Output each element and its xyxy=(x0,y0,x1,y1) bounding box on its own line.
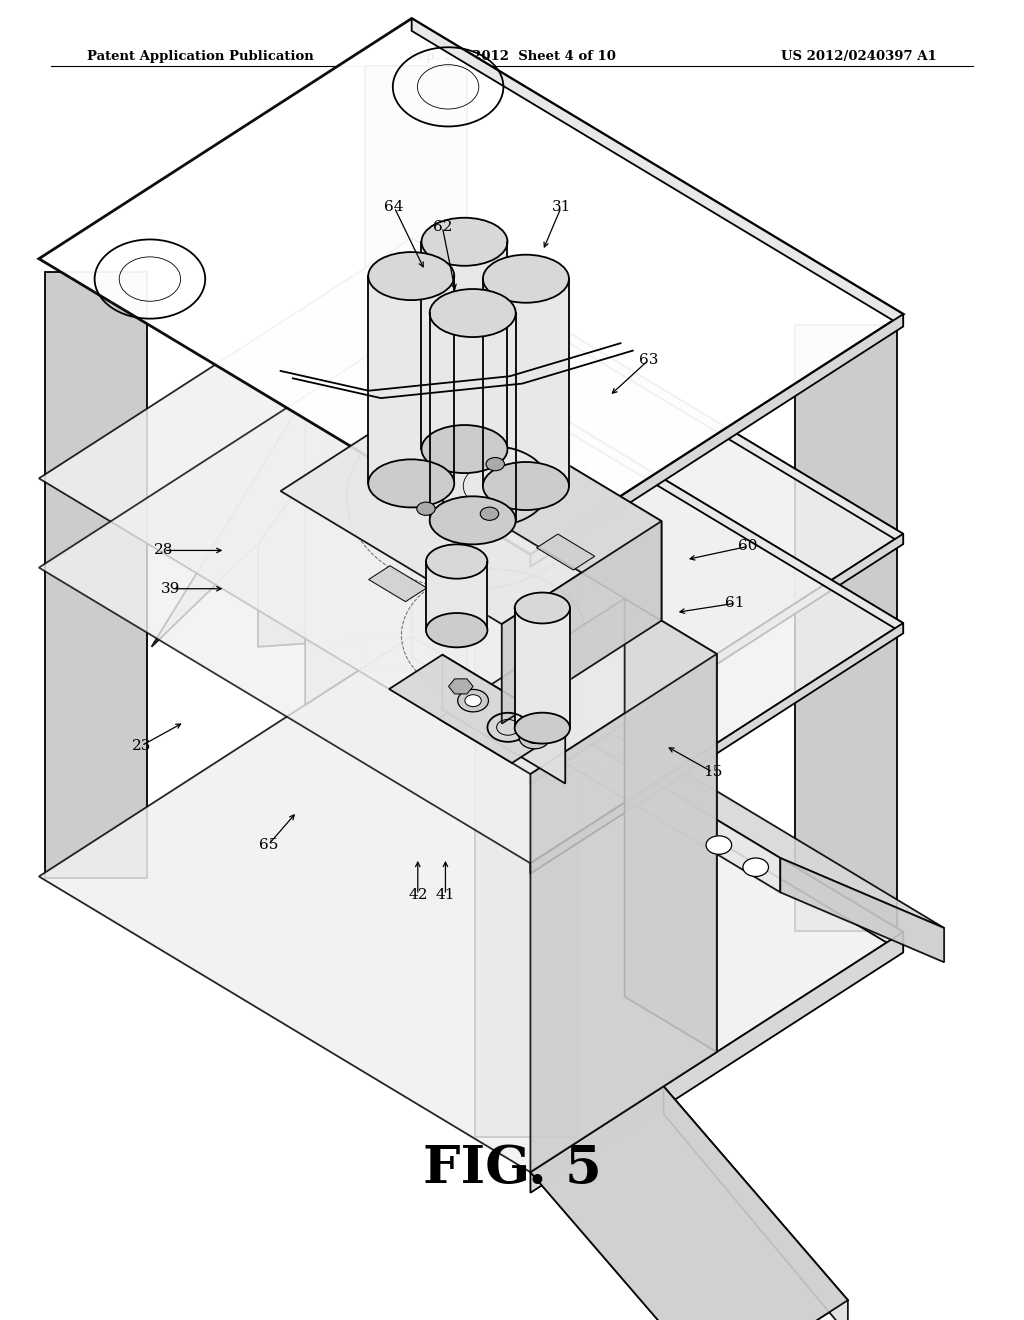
Polygon shape xyxy=(369,276,455,483)
Polygon shape xyxy=(281,388,662,624)
Polygon shape xyxy=(530,1086,848,1320)
Polygon shape xyxy=(442,655,565,784)
Polygon shape xyxy=(39,18,903,554)
Text: 31: 31 xyxy=(552,201,570,214)
Ellipse shape xyxy=(426,544,487,578)
Ellipse shape xyxy=(465,694,481,706)
Polygon shape xyxy=(795,325,897,931)
Polygon shape xyxy=(39,238,903,774)
Text: Sep. 27, 2012  Sheet 4 of 10: Sep. 27, 2012 Sheet 4 of 10 xyxy=(408,50,616,63)
Polygon shape xyxy=(664,1086,848,1320)
Polygon shape xyxy=(515,609,570,729)
Ellipse shape xyxy=(430,496,516,544)
Polygon shape xyxy=(535,710,944,928)
Polygon shape xyxy=(389,655,565,763)
Polygon shape xyxy=(780,858,944,962)
Polygon shape xyxy=(412,238,903,544)
Polygon shape xyxy=(412,636,903,953)
Polygon shape xyxy=(537,535,595,570)
Text: 15: 15 xyxy=(703,766,722,779)
Text: 64: 64 xyxy=(384,201,404,214)
Text: 42: 42 xyxy=(408,888,428,902)
Polygon shape xyxy=(535,710,780,892)
Text: 65: 65 xyxy=(259,838,278,851)
Text: 62: 62 xyxy=(432,220,453,234)
Polygon shape xyxy=(449,678,473,694)
Polygon shape xyxy=(422,242,508,449)
Polygon shape xyxy=(369,566,427,602)
Polygon shape xyxy=(530,623,903,874)
Polygon shape xyxy=(39,327,903,863)
Polygon shape xyxy=(152,327,412,647)
Ellipse shape xyxy=(426,612,487,647)
Ellipse shape xyxy=(526,731,543,743)
Polygon shape xyxy=(625,598,717,1052)
Text: 39: 39 xyxy=(162,582,180,595)
Text: FIG. 5: FIG. 5 xyxy=(423,1143,601,1193)
Polygon shape xyxy=(45,272,147,878)
Ellipse shape xyxy=(430,289,516,337)
Ellipse shape xyxy=(458,689,488,711)
Polygon shape xyxy=(483,279,569,486)
Polygon shape xyxy=(530,653,717,1172)
Polygon shape xyxy=(530,314,903,566)
Polygon shape xyxy=(305,327,412,705)
Text: 23: 23 xyxy=(132,739,151,752)
Polygon shape xyxy=(475,531,578,1137)
Ellipse shape xyxy=(707,836,731,854)
Ellipse shape xyxy=(483,462,569,510)
Polygon shape xyxy=(430,313,516,520)
Text: 61: 61 xyxy=(725,597,745,610)
Polygon shape xyxy=(412,18,903,326)
Polygon shape xyxy=(39,636,903,1172)
Ellipse shape xyxy=(483,255,569,302)
Ellipse shape xyxy=(422,218,508,265)
Polygon shape xyxy=(412,327,903,634)
Text: 41: 41 xyxy=(435,888,456,902)
Text: 60: 60 xyxy=(737,540,758,553)
Polygon shape xyxy=(438,598,717,774)
Polygon shape xyxy=(530,533,903,784)
Polygon shape xyxy=(426,561,487,630)
Polygon shape xyxy=(530,932,903,1193)
Polygon shape xyxy=(258,327,412,647)
Ellipse shape xyxy=(486,458,505,471)
Ellipse shape xyxy=(369,252,455,300)
Polygon shape xyxy=(365,66,467,672)
Text: Patent Application Publication: Patent Application Publication xyxy=(87,50,313,63)
Polygon shape xyxy=(530,1086,848,1320)
Text: 28: 28 xyxy=(155,544,173,557)
Ellipse shape xyxy=(743,858,768,876)
Text: 63: 63 xyxy=(639,354,657,367)
Ellipse shape xyxy=(417,502,435,515)
Ellipse shape xyxy=(515,593,570,623)
Ellipse shape xyxy=(369,459,455,507)
Ellipse shape xyxy=(422,425,508,473)
Ellipse shape xyxy=(480,507,499,520)
Polygon shape xyxy=(502,521,662,723)
Text: US 2012/0240397 A1: US 2012/0240397 A1 xyxy=(781,50,937,63)
Ellipse shape xyxy=(515,713,570,743)
Polygon shape xyxy=(440,388,662,620)
Ellipse shape xyxy=(519,726,550,748)
